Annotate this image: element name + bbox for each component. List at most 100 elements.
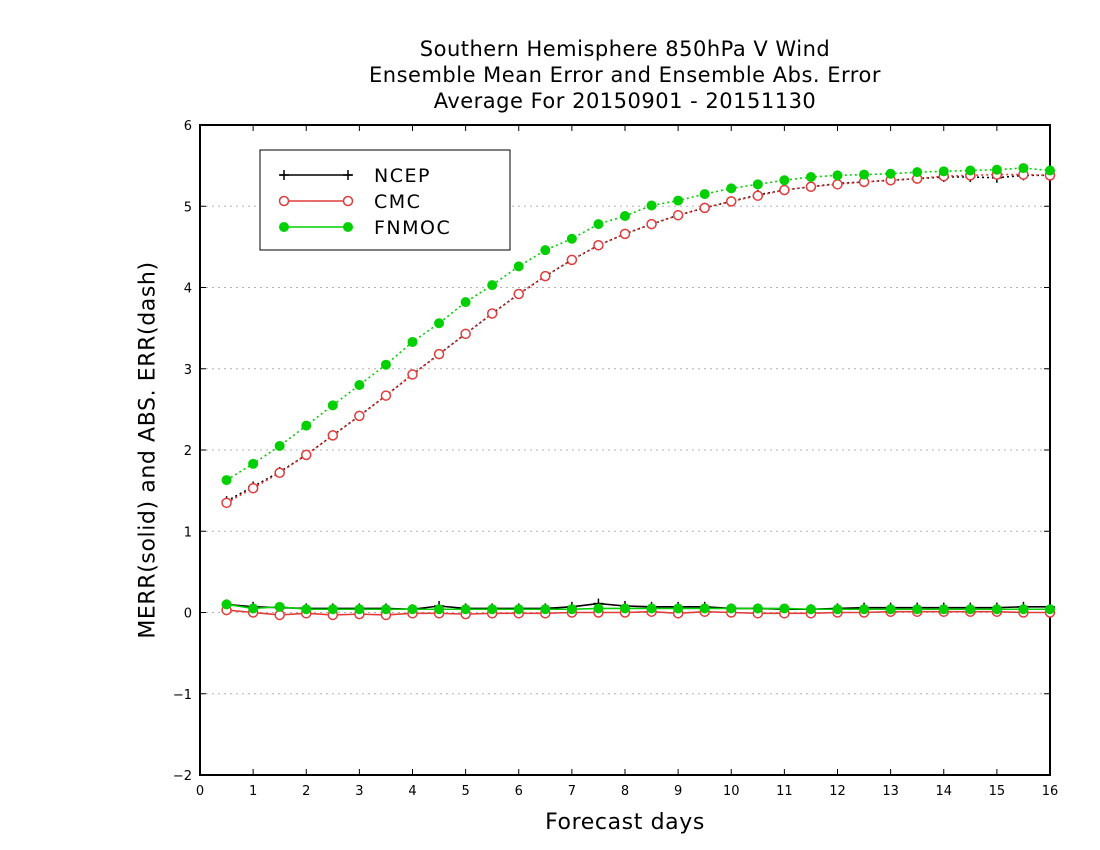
fnmoc-abs-err-point: [779, 175, 790, 186]
x-tick-label: 3: [355, 784, 363, 799]
fnmoc-abs-err-point: [991, 164, 1002, 175]
fnmoc-mean-err-point: [832, 604, 843, 615]
fnmoc-mean-err-point: [1018, 604, 1029, 615]
fnmoc-abs-err-point: [965, 165, 976, 176]
fnmoc-mean-err-point: [726, 603, 737, 614]
fnmoc-mean-err-point: [274, 601, 285, 612]
fnmoc-abs-err-point: [593, 219, 604, 230]
cmc-abs-err-point: [247, 482, 259, 494]
legend-marker-cmc: [278, 195, 290, 207]
fnmoc-mean-err-point: [301, 604, 312, 615]
x-tick-label: 6: [515, 784, 523, 799]
chart-title-line-3: Average For 20150901 - 20151130: [433, 89, 817, 113]
cmc-abs-err-point: [752, 190, 764, 201]
fnmoc-abs-err-point: [1018, 163, 1029, 174]
y-tick-label: 2: [184, 444, 192, 459]
fnmoc-mean-err-point: [434, 604, 445, 615]
x-tick-label: 13: [882, 784, 899, 799]
y-tick-label: −2: [173, 769, 192, 784]
cmc-abs-err-point: [699, 202, 710, 214]
fnmoc-mean-err-point: [885, 604, 896, 615]
y-tick-label: 3: [184, 363, 192, 378]
fnmoc-mean-err-point: [460, 604, 471, 615]
x-tick-label: 8: [621, 784, 629, 799]
y-axis-label: MERR(solid) and ABS. ERR(dash): [135, 261, 161, 639]
fnmoc-mean-err-point: [965, 604, 976, 615]
x-tick-label: 16: [1042, 784, 1059, 799]
fnmoc-mean-err-point: [805, 604, 816, 615]
cmc-abs-err-point: [779, 184, 790, 196]
fnmoc-abs-err-point: [354, 380, 365, 390]
fnmoc-abs-err-point: [327, 400, 338, 411]
legend-label-fnmoc: FNMOC: [374, 217, 451, 239]
cmc-abs-err-point: [460, 328, 471, 340]
x-tick-label: 4: [408, 784, 416, 799]
fnmoc-abs-err-point: [885, 168, 896, 179]
cmc-abs-err-point: [619, 228, 631, 240]
cmc-abs-err-point: [672, 209, 684, 221]
fnmoc-abs-err-point: [460, 297, 471, 308]
x-axis-label: Forecast days: [545, 810, 705, 835]
y-tick-label: 1: [184, 525, 192, 540]
cmc-abs-err-point: [221, 497, 232, 509]
fnmoc-abs-err-point: [1045, 165, 1055, 176]
legend-marker-fnmoc: [343, 222, 353, 232]
fnmoc-mean-err-point: [354, 604, 365, 615]
grid-layer: [200, 205, 1050, 695]
fnmoc-abs-err-point: [407, 336, 418, 347]
y-tick-label: 6: [184, 119, 192, 134]
fnmoc-abs-err-point: [726, 183, 737, 194]
legend: NCEP CMC FNMOC: [259, 149, 511, 251]
fnmoc-abs-err-point: [248, 458, 259, 469]
fnmoc-mean-err-point: [752, 603, 763, 614]
cmc-abs-err-point: [726, 196, 737, 207]
series-layer: [221, 163, 1056, 621]
cmc-abs-err-point: [327, 430, 339, 441]
legend-marker-ncep: [343, 170, 353, 180]
y-tick-label: 0: [184, 607, 192, 622]
cmc-abs-err-point: [433, 348, 445, 360]
legend-box: [259, 149, 511, 251]
legend-marker-cmc: [342, 195, 354, 207]
cmc-abs-err-point: [301, 449, 312, 461]
fnmoc-abs-err-point: [620, 211, 630, 221]
fnmoc-abs-err-point: [566, 233, 577, 244]
fnmoc-abs-err-point: [646, 200, 657, 211]
fnmoc-abs-err-point: [805, 172, 816, 182]
fnmoc-abs-err-point: [938, 166, 949, 177]
x-tick-label: 1: [249, 784, 257, 799]
fnmoc-mean-err-point: [248, 603, 259, 614]
fnmoc-mean-err-point: [407, 604, 418, 615]
fnmoc-abs-err-point: [274, 440, 285, 451]
fnmoc-mean-err-point: [566, 604, 577, 615]
fnmoc-mean-err-point: [673, 603, 684, 614]
fnmoc-mean-err-point: [779, 603, 790, 614]
cmc-abs-err-point: [486, 308, 498, 319]
fnmoc-mean-err-point: [593, 603, 604, 614]
fnmoc-abs-err-point: [912, 167, 923, 178]
chart-title-line-2: Ensemble Mean Error and Ensemble Abs. Er…: [369, 63, 881, 87]
fnmoc-mean-err-point: [646, 603, 657, 614]
fnmoc-abs-err-point: [859, 169, 870, 180]
fnmoc-abs-err-point: [752, 179, 763, 190]
cmc-abs-err-point: [407, 369, 418, 380]
x-tick-label: 14: [935, 784, 952, 799]
fnmoc-mean-err-point: [620, 603, 630, 614]
x-tick-label: 9: [674, 784, 682, 799]
chart-title-line-1: Southern Hemisphere 850hPa V Wind: [419, 37, 831, 61]
fnmoc-abs-err-point: [487, 280, 498, 291]
fnmoc-abs-err-point: [673, 195, 684, 206]
cmc-abs-err-point: [832, 179, 843, 190]
fnmoc-abs-err-point: [699, 189, 710, 200]
cmc-abs-err-point: [566, 254, 578, 266]
fnmoc-mean-err-point: [487, 604, 498, 615]
x-tick-label: 7: [568, 784, 576, 799]
x-tick-label: 11: [776, 784, 793, 799]
fnmoc-mean-err-point: [991, 604, 1002, 615]
fnmoc-mean-err-point: [1045, 604, 1055, 615]
x-tick-label: 0: [196, 784, 204, 799]
fnmoc-mean-err-point: [699, 603, 710, 614]
legend-label-ncep: NCEP: [374, 165, 431, 187]
cmc-abs-err-point: [540, 270, 551, 282]
